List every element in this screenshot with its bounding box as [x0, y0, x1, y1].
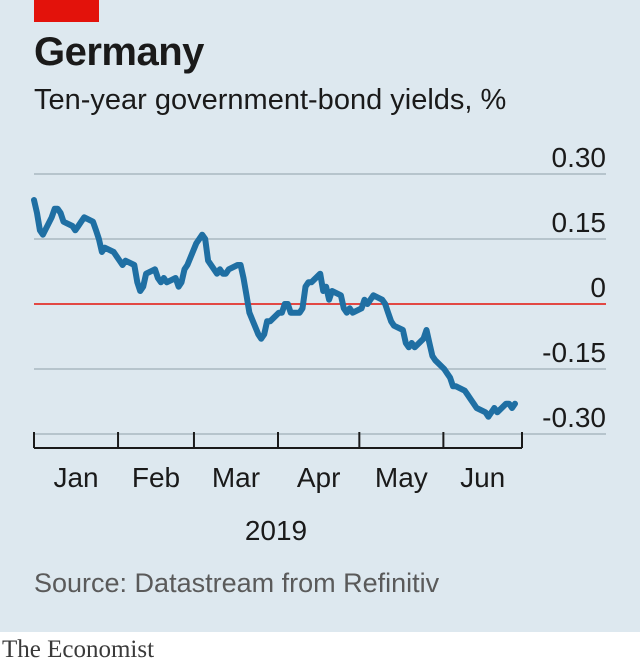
- x-tick-label: Apr: [297, 462, 341, 493]
- y-tick-label: 0: [590, 272, 606, 303]
- brand-red-tag: [34, 0, 99, 22]
- x-tick-label: Jun: [460, 462, 505, 493]
- chart-title: Germany: [34, 30, 204, 74]
- line-chart: 0.30 0.15 0 -0.15 -0.30 Jan Feb Mar Apr May Jun 20…: [31, 142, 606, 546]
- x-axis: Jan Feb Mar Apr May Jun 2019: [33, 432, 523, 546]
- y-tick-labels: 0.30 0.15 0 -0.15 -0.30: [542, 142, 606, 433]
- chart-subtitle: Ten-year government-bond yields, %: [34, 84, 507, 116]
- y-tick-label: -0.15: [542, 337, 606, 368]
- publisher-credit: The Economist: [2, 636, 155, 663]
- gridlines: [34, 173, 606, 435]
- x-tick-label: Feb: [132, 462, 180, 493]
- source-note: Source: Datastream from Refinitiv: [34, 568, 440, 598]
- x-tick-label: Jan: [53, 462, 98, 493]
- series-group: [31, 197, 518, 420]
- series-line: [31, 197, 518, 420]
- y-tick-label: 0.30: [552, 142, 607, 173]
- y-tick-label: -0.30: [542, 402, 606, 433]
- y-tick-label: 0.15: [552, 207, 607, 238]
- x-tick-label: May: [375, 462, 428, 493]
- x-tick-label: Mar: [212, 462, 260, 493]
- x-axis-year-label: 2019: [245, 515, 307, 546]
- chart-panel: [0, 0, 640, 632]
